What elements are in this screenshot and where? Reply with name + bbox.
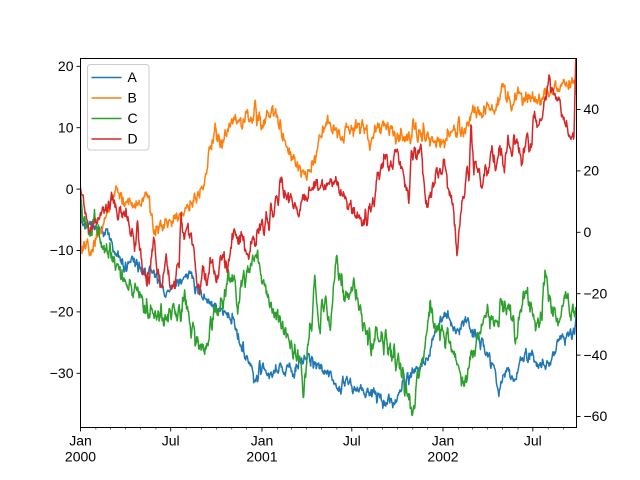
svg-text:B: B bbox=[128, 90, 137, 106]
svg-text:−20: −20 bbox=[50, 304, 74, 320]
svg-text:20: 20 bbox=[58, 58, 74, 74]
svg-text:2002: 2002 bbox=[427, 449, 458, 465]
svg-text:C: C bbox=[128, 110, 138, 126]
svg-text:0: 0 bbox=[584, 224, 592, 240]
svg-text:A: A bbox=[128, 69, 138, 85]
svg-text:−60: −60 bbox=[584, 408, 608, 424]
svg-text:−30: −30 bbox=[50, 365, 74, 381]
svg-text:20: 20 bbox=[584, 163, 600, 179]
svg-text:40: 40 bbox=[584, 101, 600, 117]
svg-text:10: 10 bbox=[58, 119, 74, 135]
svg-text:Jan: Jan bbox=[69, 433, 92, 449]
svg-text:Jul: Jul bbox=[343, 433, 361, 449]
svg-text:−40: −40 bbox=[584, 347, 608, 363]
svg-text:−20: −20 bbox=[584, 285, 608, 301]
svg-text:D: D bbox=[128, 131, 138, 147]
svg-text:Jan: Jan bbox=[251, 433, 274, 449]
svg-text:Jul: Jul bbox=[524, 433, 542, 449]
svg-text:2001: 2001 bbox=[246, 449, 277, 465]
svg-text:2000: 2000 bbox=[65, 449, 96, 465]
svg-text:Jul: Jul bbox=[162, 433, 180, 449]
svg-text:−10: −10 bbox=[50, 242, 74, 258]
svg-text:Jan: Jan bbox=[432, 433, 455, 449]
svg-text:0: 0 bbox=[66, 181, 74, 197]
